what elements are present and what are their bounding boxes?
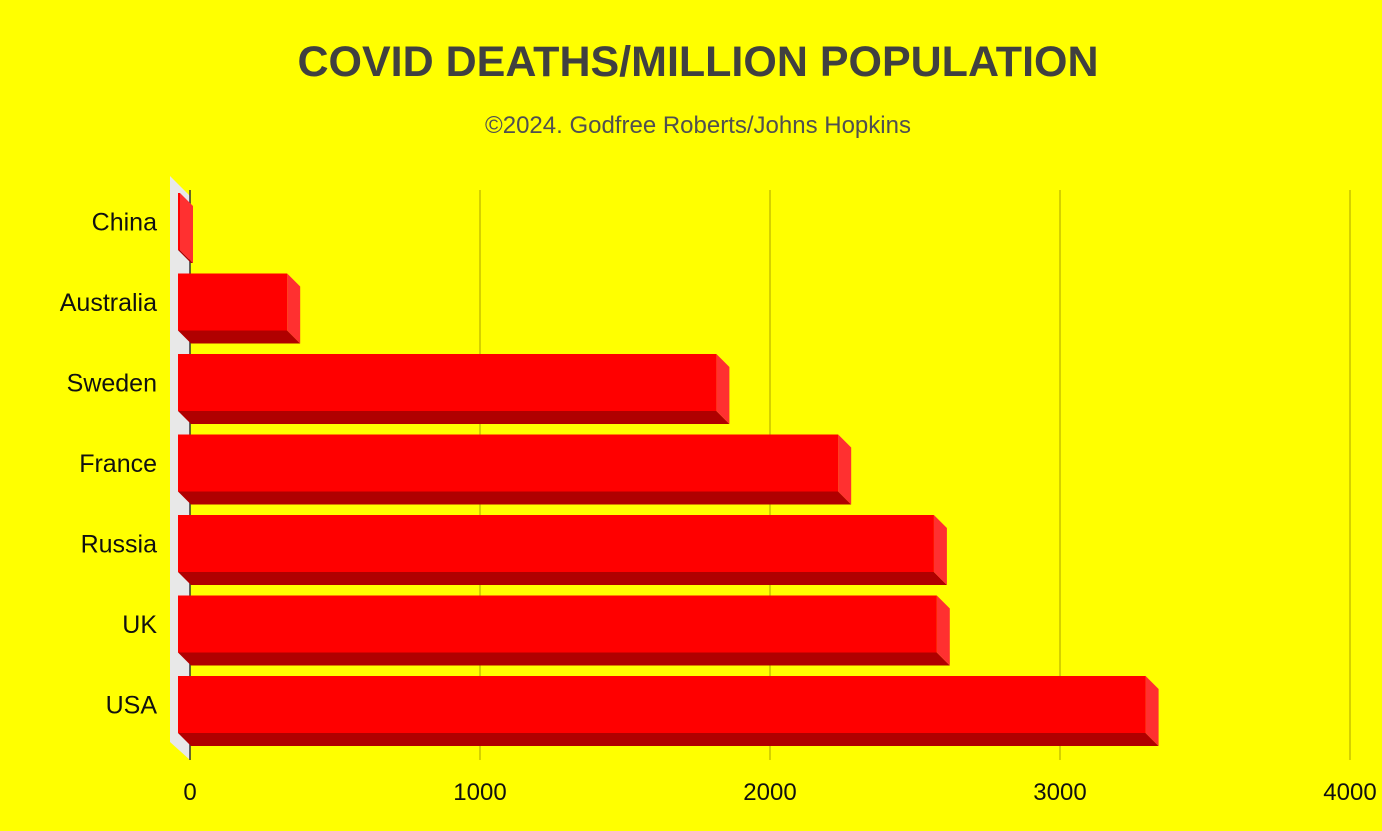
bar-russia (178, 515, 947, 585)
bar-side-face (838, 434, 852, 505)
x-tick-label: 2000 (743, 779, 796, 806)
bar-side-face (716, 354, 730, 424)
bar-side-face (933, 515, 947, 585)
bar-sweden (178, 354, 730, 424)
bar-bottom-face (178, 330, 301, 344)
bar-bottom-face (178, 491, 852, 505)
bar-uk (178, 595, 950, 666)
bar-bottom-face (178, 733, 1159, 746)
bar-front-face (178, 193, 180, 250)
bar-bottom-face (178, 652, 950, 666)
chart-subtitle: ©2024. Godfree Roberts/Johns Hopkins (485, 112, 911, 139)
bar-front-face (178, 595, 937, 653)
x-tick-label: 1000 (453, 779, 506, 806)
chart-title: COVID DEATHS/MILLION POPULATION (297, 38, 1099, 86)
bar-front-face (178, 434, 839, 492)
bar-front-face (178, 354, 717, 411)
category-label: Sweden (67, 370, 157, 398)
bar-bottom-face (178, 411, 730, 424)
bar-side-face (1145, 676, 1159, 746)
bar-bottom-face (178, 250, 193, 263)
bar-china (178, 193, 193, 263)
category-label: China (92, 209, 157, 237)
category-label: Russia (81, 531, 158, 559)
bar-side-face (180, 193, 193, 263)
category-label: France (79, 450, 157, 478)
bar-front-face (178, 515, 934, 572)
x-tick-label: 0 (183, 779, 196, 806)
category-label: UK (122, 611, 157, 639)
category-label: Australia (60, 289, 157, 317)
bar-side-face (936, 595, 950, 666)
bar-usa (178, 676, 1159, 746)
bar-side-face (287, 273, 301, 344)
bar-front-face (178, 676, 1146, 733)
category-label: USA (106, 692, 158, 720)
x-tick-label: 3000 (1033, 779, 1086, 806)
bar-france (178, 434, 852, 505)
x-tick-label: 4000 (1323, 779, 1376, 806)
bar-bottom-face (178, 572, 947, 585)
bar-front-face (178, 273, 288, 331)
bar-australia (178, 273, 301, 344)
